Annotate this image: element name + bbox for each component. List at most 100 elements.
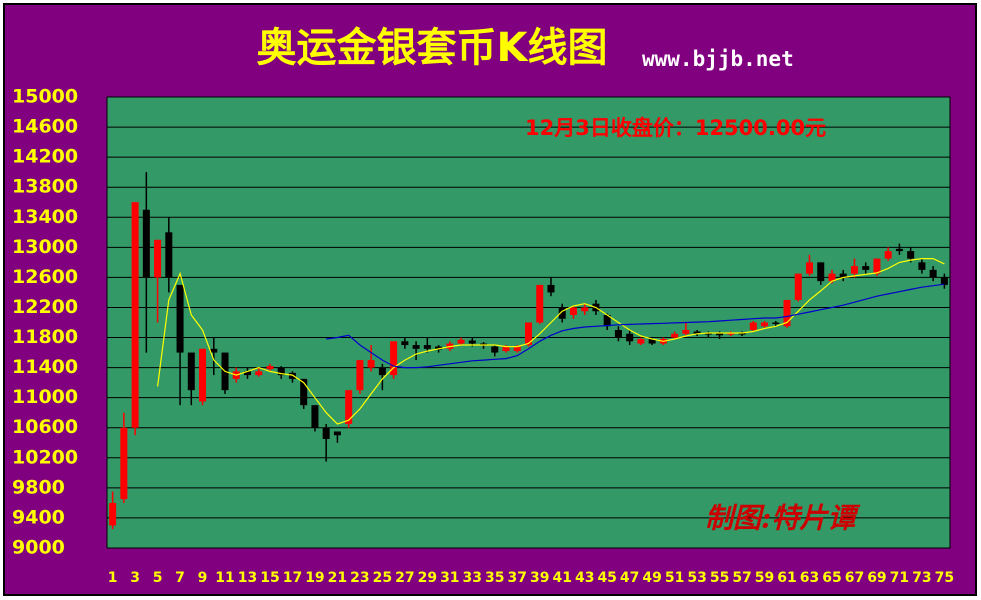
x-tick-label: 47	[620, 570, 639, 586]
candle-body	[862, 266, 870, 270]
candle-body	[749, 322, 757, 331]
credit: 制图:特片谭	[705, 502, 861, 535]
y-tick-label: 9400	[12, 506, 65, 528]
x-tick-label: 25	[373, 570, 392, 586]
site-url: www.bjjb.net	[642, 47, 794, 71]
y-tick-label: 13800	[12, 176, 78, 198]
x-tick-label: 59	[755, 570, 774, 586]
candle-body	[266, 366, 274, 370]
candle-body	[783, 299, 791, 327]
candle-body	[828, 273, 836, 282]
candle-body	[907, 251, 915, 259]
x-tick-label: 13	[238, 570, 257, 586]
x-tick-label: 61	[777, 570, 796, 586]
x-tick-label: 63	[800, 570, 819, 586]
candle-body	[929, 269, 937, 278]
x-tick-label: 3	[130, 570, 140, 586]
candle-body	[569, 307, 577, 315]
x-tick-label: 69	[867, 570, 886, 586]
candle-body	[412, 345, 420, 349]
candle-body	[839, 273, 847, 278]
candle-body	[671, 333, 679, 338]
x-tick-label: 21	[328, 570, 347, 586]
x-tick-label: 55	[710, 570, 729, 586]
candle-body	[277, 367, 285, 376]
x-tick-label: 7	[175, 570, 185, 586]
x-tick-label: 11	[215, 570, 234, 586]
x-tick-label: 5	[153, 570, 163, 586]
y-tick-label: 11000	[12, 386, 78, 408]
candle-body	[165, 232, 173, 278]
candle-body	[423, 345, 431, 349]
candle-body	[468, 340, 476, 344]
x-tick-label: 31	[440, 570, 459, 586]
x-tick-label: 57	[732, 570, 751, 586]
y-tick-label: 10600	[12, 416, 78, 438]
candle-body	[255, 371, 263, 376]
candle-body	[210, 348, 218, 353]
candle-body	[322, 427, 330, 440]
candle-body	[154, 239, 162, 278]
candle-body	[940, 277, 948, 285]
candle-body	[716, 333, 724, 336]
candle-body	[873, 258, 881, 274]
x-tick-label: 35	[485, 570, 504, 586]
y-tick-label: 13400	[12, 206, 78, 228]
y-tick-label: 12600	[12, 266, 78, 288]
x-tick-label: 41	[552, 570, 571, 586]
candle-body	[120, 427, 128, 500]
y-tick-label: 14200	[12, 146, 78, 168]
candle-body	[918, 262, 926, 270]
candle-body	[491, 346, 499, 353]
candle-body	[199, 348, 207, 402]
candle-body	[390, 341, 398, 376]
candle-body	[142, 209, 150, 278]
candle-body	[626, 333, 634, 342]
x-tick-label: 53	[687, 570, 706, 586]
candle-body	[367, 360, 375, 368]
candle-body	[356, 360, 364, 391]
candle-body	[637, 339, 645, 344]
candle-body	[704, 333, 712, 335]
candle-body	[311, 405, 319, 428]
x-tick-label: 33	[463, 570, 482, 586]
candle-body	[435, 346, 443, 350]
y-tick-label: 11800	[12, 326, 78, 348]
x-tick-label: 73	[912, 570, 931, 586]
candle-body	[480, 343, 488, 346]
candle-body	[693, 331, 701, 334]
x-tick-label: 37	[508, 570, 527, 586]
candle-body	[131, 202, 139, 428]
candle-body	[547, 284, 555, 293]
y-tick-label: 15000	[12, 86, 78, 108]
x-tick-label: 65	[822, 570, 841, 586]
x-tick-label: 19	[305, 570, 324, 586]
candle-body	[738, 333, 746, 335]
candle-body	[300, 378, 308, 406]
candle-body	[401, 341, 409, 346]
candle-body	[345, 390, 353, 424]
x-tick-label: 49	[642, 570, 661, 586]
x-tick-label: 45	[597, 570, 616, 586]
candle-body	[513, 346, 521, 352]
candle-body	[288, 372, 296, 379]
candle-body	[581, 307, 589, 312]
candle-body	[850, 266, 858, 274]
candle-body	[884, 251, 892, 259]
moving-average-line	[157, 258, 945, 425]
candle-body	[727, 333, 735, 335]
x-tick-label: 43	[575, 570, 594, 586]
x-tick-label: 71	[890, 570, 909, 586]
moving-average-line	[326, 283, 945, 369]
y-tick-label: 9800	[12, 476, 65, 498]
annotation: 12月3日收盘价：12500.00元	[525, 116, 826, 140]
chart-title: 奥运金银套币K线图	[257, 25, 608, 71]
x-tick-label: 67	[845, 570, 864, 586]
candle-body	[895, 248, 903, 252]
candle-body	[333, 431, 341, 436]
candle-body	[558, 307, 566, 319]
x-tick-label: 15	[260, 570, 279, 586]
candle-body	[614, 330, 622, 338]
candle-body	[187, 352, 195, 391]
